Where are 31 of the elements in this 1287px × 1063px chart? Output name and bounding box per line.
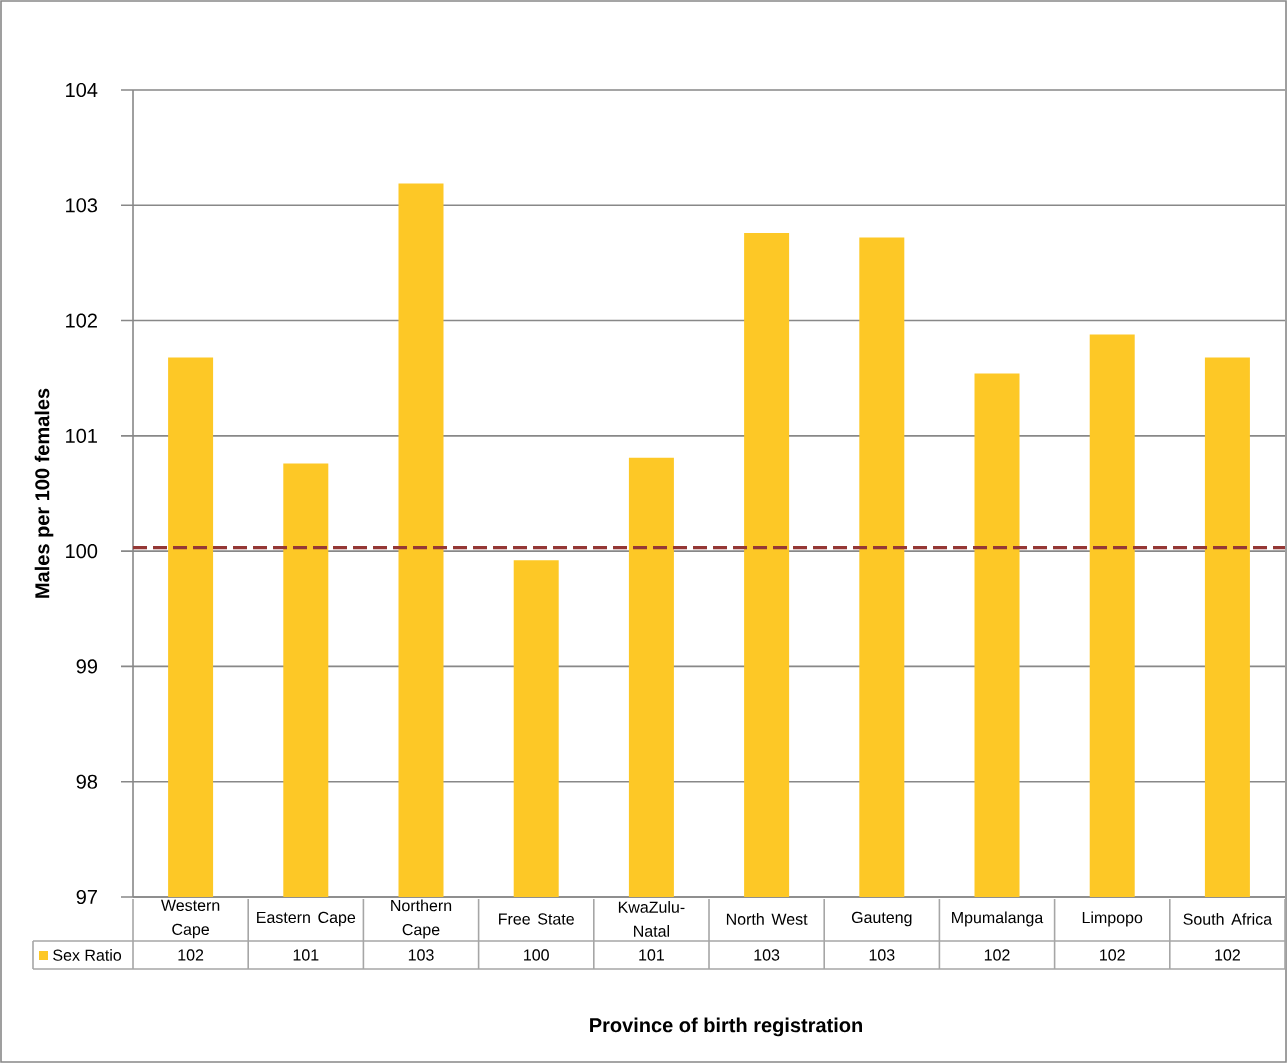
data-label: 102 <box>178 949 204 961</box>
x-axis-title: Province of birth registration <box>590 1017 862 1037</box>
x-tick-label: South Africa <box>1183 913 1273 925</box>
data-label: 102 <box>1215 949 1240 961</box>
x-tick-label: Mpumalanga <box>952 911 1044 927</box>
legend-label: Sex Ratio <box>53 949 122 961</box>
x-tick-label: Limpopo <box>1082 911 1143 927</box>
data-label: 101 <box>293 949 319 961</box>
y-tick-label: 100 <box>66 544 98 559</box>
y-tick-label: 104 <box>66 82 98 98</box>
y-tick-label: 97 <box>76 889 97 905</box>
x-tick-label: Gauteng <box>851 911 912 927</box>
y-tick-label: 101 <box>66 428 97 443</box>
data-label: 103 <box>408 949 434 961</box>
y-tick-label: 98 <box>76 774 98 789</box>
data-label: 102 <box>1100 949 1125 961</box>
x-tick-label: Western Cape <box>161 899 220 939</box>
data-label: 101 <box>639 949 664 961</box>
x-tick-label: Eastern Cape <box>257 911 356 927</box>
x-tick-label: North West <box>726 913 808 925</box>
data-label: 103 <box>754 949 780 961</box>
x-tick-label: Free State <box>499 913 574 925</box>
y-tick-label: 103 <box>66 198 98 213</box>
y-tick-label: 102 <box>66 313 97 328</box>
x-tick-label: Northern Cape <box>391 899 452 939</box>
x-tick-label: KwaZulu-Natal <box>618 901 685 937</box>
y-tick-label: 99 <box>76 659 97 674</box>
y-axis-title: Males per 100 females <box>34 388 54 598</box>
data-label: 103 <box>869 949 895 961</box>
data-label: 102 <box>984 949 1010 961</box>
data-label: 100 <box>524 949 549 961</box>
